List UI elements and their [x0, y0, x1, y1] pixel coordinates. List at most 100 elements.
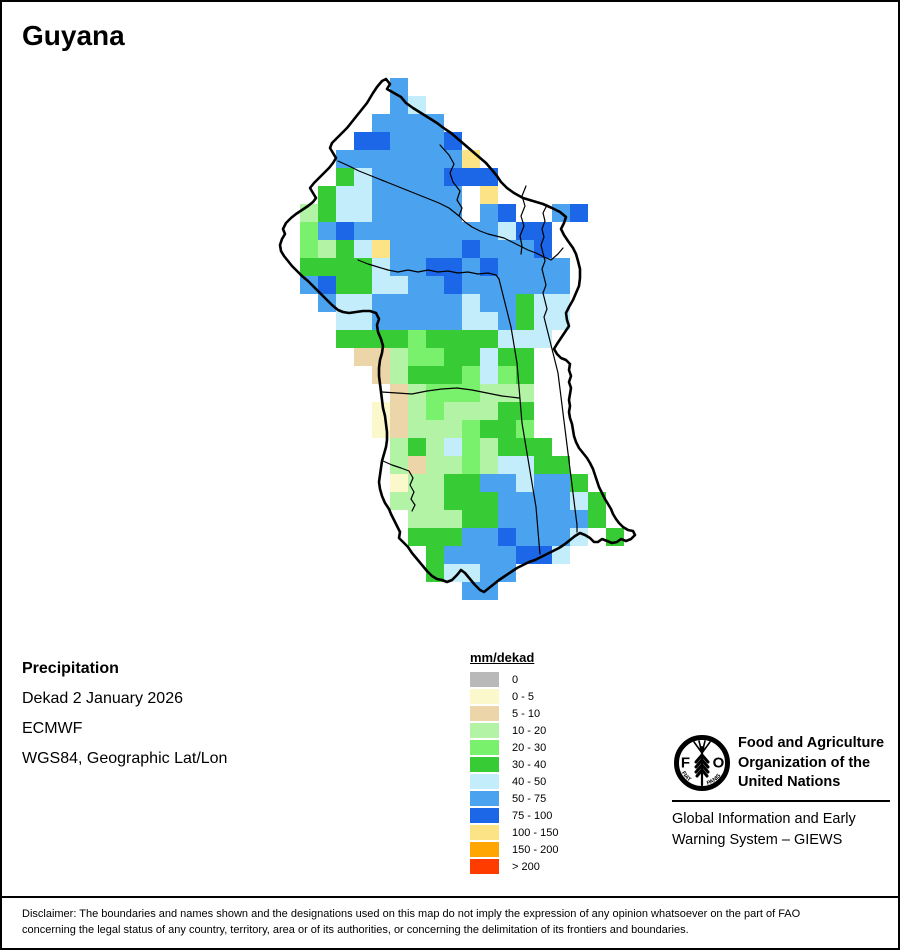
raster-cell [444, 438, 462, 456]
raster-cell [390, 96, 408, 114]
raster-cell [480, 564, 498, 582]
raster-cell [426, 474, 444, 492]
legend-swatch [470, 774, 499, 789]
raster-cell [390, 258, 408, 276]
raster-cell [552, 492, 570, 510]
legend-title: mm/dekad [470, 650, 535, 665]
raster-cell [516, 348, 534, 366]
raster-cell [408, 204, 426, 222]
raster-cell [372, 312, 390, 330]
raster-cell [444, 546, 462, 564]
legend-item: 50 - 75 [470, 791, 558, 806]
raster-cell [354, 312, 372, 330]
raster-cell [480, 168, 498, 186]
raster-cell [408, 168, 426, 186]
legend-item: 30 - 40 [470, 757, 558, 772]
raster-cell [390, 330, 408, 348]
raster-cell [390, 348, 408, 366]
raster-cell [516, 312, 534, 330]
raster-cell [462, 546, 480, 564]
raster-cell [354, 330, 372, 348]
raster-cell [480, 312, 498, 330]
raster-cell [462, 528, 480, 546]
raster-cell [426, 330, 444, 348]
precipitation-raster [300, 78, 624, 600]
raster-cell [462, 510, 480, 528]
raster-cell [336, 258, 354, 276]
legend-item: 10 - 20 [470, 723, 558, 738]
raster-cell [462, 240, 480, 258]
legend-swatch [470, 740, 499, 755]
raster-cell [498, 294, 516, 312]
raster-cell [336, 330, 354, 348]
raster-cell [444, 420, 462, 438]
region-boundary-line [337, 160, 460, 217]
region-boundary-line [439, 144, 564, 261]
raster-cell [516, 438, 534, 456]
raster-cell [498, 546, 516, 564]
raster-cell [390, 312, 408, 330]
logo-letter-o: O [713, 755, 725, 772]
raster-cell [426, 366, 444, 384]
raster-cell [570, 510, 588, 528]
fao-separator-line [672, 800, 890, 802]
raster-cell [498, 420, 516, 438]
raster-cell [390, 240, 408, 258]
raster-cell [462, 474, 480, 492]
raster-cell [336, 222, 354, 240]
raster-cell [336, 204, 354, 222]
raster-cell [444, 474, 462, 492]
raster-cell [444, 366, 462, 384]
raster-cell [408, 186, 426, 204]
raster-cell [426, 456, 444, 474]
raster-cell [336, 168, 354, 186]
raster-cell [408, 150, 426, 168]
raster-cell [462, 456, 480, 474]
legend-label: 20 - 30 [512, 741, 547, 754]
raster-cell [480, 222, 498, 240]
raster-cell [534, 474, 552, 492]
legend-item: 0 - 5 [470, 689, 558, 704]
raster-cell [552, 294, 570, 312]
legend-item: 40 - 50 [470, 774, 558, 789]
raster-cell [516, 258, 534, 276]
raster-cell [390, 204, 408, 222]
raster-cell [480, 546, 498, 564]
raster-cell [588, 492, 606, 510]
raster-cell [480, 420, 498, 438]
raster-cell [462, 366, 480, 384]
raster-cell [480, 186, 498, 204]
raster-cell [462, 420, 480, 438]
raster-cell [462, 222, 480, 240]
fao-org-name: Food and Agriculture Organization of the… [738, 735, 885, 790]
raster-cell [480, 294, 498, 312]
raster-cell [480, 348, 498, 366]
legend-swatch [470, 825, 499, 840]
raster-cell [516, 510, 534, 528]
raster-cell [516, 366, 534, 384]
logo-letter-f: F [681, 755, 690, 772]
raster-cell [498, 456, 516, 474]
raster-cell [516, 420, 534, 438]
raster-cell [498, 402, 516, 420]
country-border [278, 77, 637, 594]
raster-cell [354, 132, 372, 150]
raster-cell [408, 96, 426, 114]
raster-cell [354, 204, 372, 222]
wheat-drop-icon [699, 746, 705, 751]
raster-cell [516, 384, 534, 402]
legend-swatch [470, 859, 499, 874]
raster-cell [480, 330, 498, 348]
raster-cell [318, 204, 336, 222]
raster-cell [444, 330, 462, 348]
raster-cell [318, 222, 336, 240]
raster-cell [354, 240, 372, 258]
raster-cell [498, 366, 516, 384]
legend-item: 100 - 150 [470, 825, 558, 840]
raster-cell [318, 294, 336, 312]
raster-cell [426, 510, 444, 528]
map-info-block: Precipitation Dekad 2 January 2026 ECMWF… [22, 654, 227, 774]
raster-cell [372, 150, 390, 168]
raster-cell [354, 168, 372, 186]
